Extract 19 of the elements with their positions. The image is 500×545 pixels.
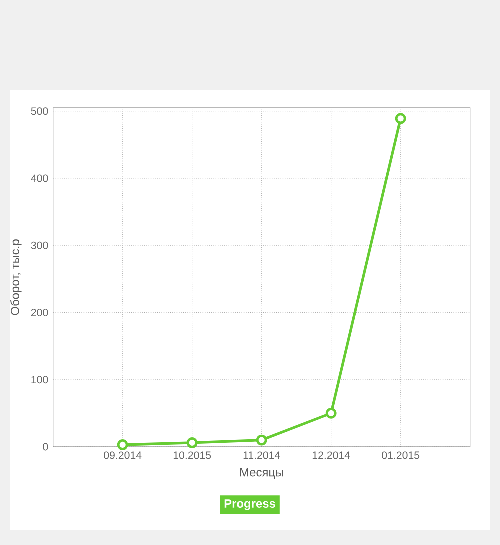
y-axis-title: Оборот, тыс.р	[10, 240, 22, 316]
y-tick-label: 200	[31, 308, 48, 317]
y-tick-label: 300	[31, 242, 48, 250]
x-tick-label: 10.2015	[174, 452, 212, 460]
y-tick-label: 0	[43, 443, 48, 451]
point	[186, 438, 198, 448]
x-tick-label: 09.2014	[104, 452, 142, 460]
y-tick-label: 400	[31, 174, 48, 182]
text: Progress	[224, 500, 276, 510]
point	[117, 440, 128, 450]
y-tick-label: 500	[31, 108, 48, 116]
x-tick-label: 11.2014	[244, 452, 280, 460]
point	[326, 408, 337, 419]
x-tick-label: 01.2015	[382, 452, 420, 460]
x-tick-label: 12.2014	[312, 452, 350, 460]
point	[256, 434, 268, 446]
y-tick-label: 100	[32, 376, 48, 384]
x-axis-title: Месяцы	[240, 468, 284, 479]
point	[395, 113, 406, 124]
